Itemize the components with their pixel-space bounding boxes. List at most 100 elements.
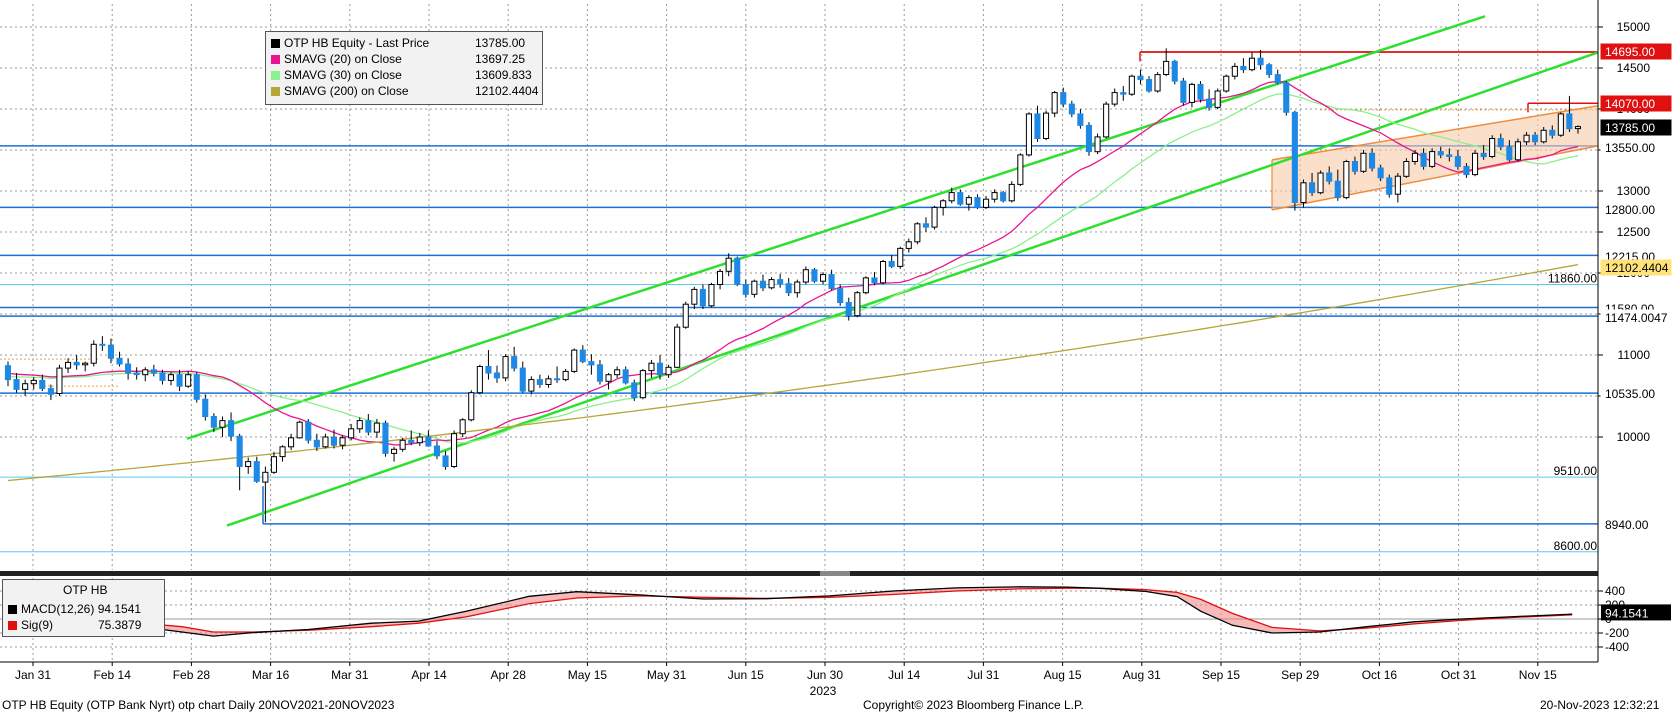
candle-down [176,374,183,387]
candle-up [1248,57,1256,71]
candle-down [579,349,586,363]
candle-down [193,374,200,400]
candle-down [974,197,981,208]
candlesticks [4,48,1582,523]
candle-down [1034,113,1041,140]
candle-down [554,378,561,381]
macd-line [7,586,1573,637]
legend-value: 13697.25 [475,52,526,66]
macd-grid [0,578,1598,662]
candle-up [245,461,252,468]
price-tag-label: 14695.00 [1605,45,1655,59]
macd-y-tick-label: -400 [1605,640,1629,654]
price-legend: OTP HB Equity - Last Price 13785.00 SMAVG… [265,31,543,105]
panel-separator [0,571,1598,576]
x-tick-label: Feb 28 [173,668,211,682]
candle-down [1085,124,1093,153]
candle-up [1017,154,1024,185]
candle-up [167,374,174,381]
candle-up [142,369,149,376]
x-tick-label: Aug 31 [1123,668,1161,682]
candle-down [511,356,518,369]
candle-down [1480,152,1487,158]
candle-up [1043,112,1050,139]
candle-up [639,370,646,399]
sma20-line [7,80,1579,446]
candle-down [107,344,115,359]
candle-up [854,292,861,317]
candle-down [116,357,123,365]
legend-row-sma30: SMAVG (30) on Close 13609.833 [271,68,532,83]
candle-up [717,270,724,285]
candle-up [1514,141,1522,161]
price-tag-label: 8940.00 [1605,518,1649,532]
x-tick-label: Jul 31 [967,668,999,682]
candle-down [433,445,440,457]
candle-up [914,223,921,243]
price-tag [1600,201,1672,218]
price-tag [1600,385,1672,402]
candle-up [880,261,887,284]
price-tag [1600,119,1672,136]
candle-up [219,420,226,428]
x-tick-label: Mar 16 [252,668,290,682]
candle-up [1154,74,1161,92]
x-tick-label: Sep 29 [1281,668,1319,682]
candle-down [785,283,792,294]
legend-label: SMAVG (20) on Close [284,52,402,66]
x-tick-label: Aug 15 [1044,668,1082,682]
candle-up [614,369,621,376]
x-tick-label: May 15 [568,668,608,682]
legend-row-signal: Sig(9) 75.3879 [8,618,141,633]
price-channel-upper [1271,104,1599,161]
candle-up [1411,152,1419,163]
legend-swatch [271,55,280,64]
candle-down [1146,79,1153,92]
light-level-label: 11860.00 [1548,271,1597,285]
legend-value: 75.3879 [98,618,142,632]
candle-up [262,471,269,483]
legend-swatch [271,71,280,80]
candle-up [1429,151,1436,167]
candle-up [1214,90,1221,108]
trend-line-upper [186,15,1486,440]
candle-up [1300,182,1307,204]
macd-last-tag-label: 94.1541 [1605,606,1649,620]
candle-down [631,382,638,399]
candle-up [65,361,72,369]
candle-up [1051,92,1058,114]
candle-up [356,420,363,430]
candle-down [73,361,80,366]
candle-down [845,302,852,317]
x-tick-label: Apr 28 [491,668,527,682]
candle-up [528,379,535,392]
candle-down [1068,103,1075,115]
candle-down [837,288,844,304]
candle-down [1197,83,1204,100]
candle-up [1557,113,1564,136]
candle-down [313,439,320,448]
candle-down [210,416,217,428]
x-tick-label: Feb 14 [94,668,132,682]
signal-line [7,587,1573,633]
candle-down [236,435,243,468]
candle-up [1188,83,1196,103]
candle-down [1240,65,1247,71]
price-tag-label: 13550.00 [1605,141,1655,155]
candle-down [1497,138,1504,148]
candle-down [1506,146,1513,161]
candle-up [940,200,947,208]
candle-down [1369,152,1376,169]
candle-down [536,379,543,386]
x-tick-label: Jun 15 [728,668,764,682]
candle-up [1394,175,1401,195]
candle-up [1223,75,1230,92]
candle-up [1094,136,1101,153]
candle-down [1454,156,1461,167]
footer-timestamp: 20-Nov-2023 12:32:21 [1540,698,1660,712]
price-tag-label: 10535.00 [1605,387,1655,401]
candle-down [408,439,415,444]
legend-value: 12102.4404 [475,84,539,98]
candle-down [656,362,664,376]
